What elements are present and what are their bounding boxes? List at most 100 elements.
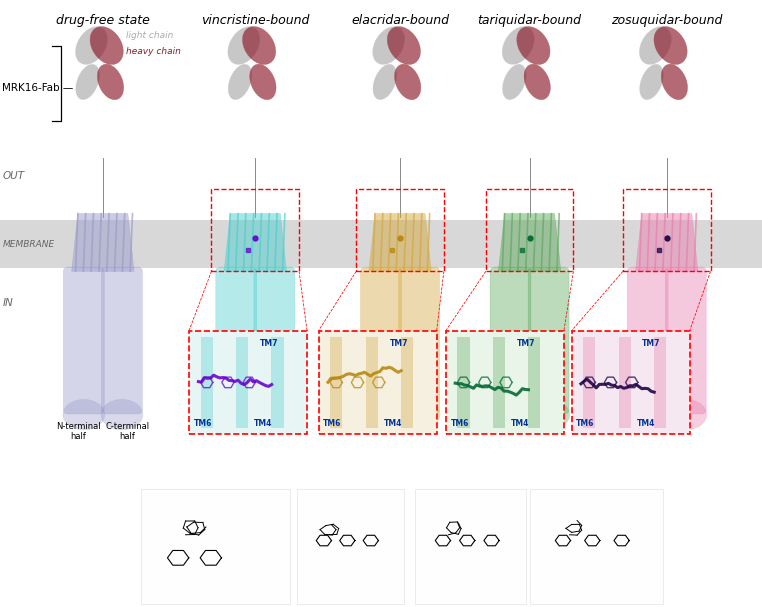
- Bar: [401, 337, 413, 428]
- Polygon shape: [369, 214, 431, 271]
- Text: N-terminal
half: N-terminal half: [56, 422, 101, 441]
- Bar: [572, 331, 690, 434]
- Text: C-terminal
half: C-terminal half: [105, 422, 149, 441]
- Text: elacridar-bound: elacridar-bound: [351, 14, 449, 27]
- FancyBboxPatch shape: [528, 267, 569, 414]
- Ellipse shape: [395, 64, 421, 100]
- FancyBboxPatch shape: [254, 267, 295, 414]
- Text: zosuquidar-bound: zosuquidar-bound: [611, 14, 722, 27]
- Bar: [415, 489, 526, 604]
- Text: TM7: TM7: [260, 339, 278, 348]
- Bar: [357, 189, 443, 271]
- Bar: [200, 337, 213, 428]
- Ellipse shape: [242, 27, 276, 64]
- Ellipse shape: [373, 64, 397, 100]
- FancyBboxPatch shape: [360, 267, 402, 414]
- Polygon shape: [72, 214, 134, 271]
- FancyBboxPatch shape: [490, 267, 531, 414]
- FancyBboxPatch shape: [63, 267, 104, 414]
- Bar: [528, 337, 540, 428]
- Bar: [189, 331, 307, 434]
- Text: MEMBRANE: MEMBRANE: [2, 240, 55, 248]
- Ellipse shape: [215, 399, 258, 430]
- Bar: [623, 189, 711, 271]
- Bar: [141, 489, 290, 604]
- Bar: [583, 337, 595, 428]
- Bar: [457, 337, 469, 428]
- Bar: [319, 331, 437, 434]
- Ellipse shape: [639, 27, 671, 64]
- Text: TM6: TM6: [450, 419, 469, 428]
- Ellipse shape: [373, 27, 405, 64]
- Ellipse shape: [524, 64, 550, 100]
- Bar: [297, 489, 404, 604]
- Ellipse shape: [98, 64, 123, 100]
- Polygon shape: [224, 214, 287, 271]
- Polygon shape: [636, 214, 698, 271]
- FancyBboxPatch shape: [399, 267, 440, 414]
- Text: TM6: TM6: [323, 419, 341, 428]
- Bar: [366, 337, 378, 428]
- Text: TM4: TM4: [254, 419, 272, 428]
- Bar: [236, 337, 248, 428]
- Text: TM7: TM7: [517, 339, 535, 348]
- Text: vinblastine R=: vinblastine R=: [181, 589, 236, 598]
- Text: OUT: OUT: [2, 171, 24, 181]
- Polygon shape: [498, 214, 561, 271]
- Text: light chain: light chain: [126, 31, 173, 39]
- Text: TM4: TM4: [636, 419, 655, 428]
- Ellipse shape: [664, 399, 707, 430]
- Ellipse shape: [228, 27, 260, 64]
- Bar: [446, 331, 564, 434]
- FancyBboxPatch shape: [216, 267, 257, 414]
- Text: R=: R=: [240, 580, 251, 588]
- Text: TM4: TM4: [511, 419, 529, 428]
- Bar: [319, 331, 437, 434]
- Text: heavy chain: heavy chain: [126, 47, 181, 56]
- Text: IN: IN: [2, 299, 13, 308]
- Bar: [619, 337, 631, 428]
- Bar: [654, 337, 666, 428]
- Ellipse shape: [101, 399, 143, 430]
- Text: vincristine R=: vincristine R=: [181, 580, 235, 588]
- Bar: [530, 489, 663, 604]
- Text: tariquidar-bound: tariquidar-bound: [478, 14, 581, 27]
- Bar: [486, 189, 573, 271]
- Ellipse shape: [75, 27, 107, 64]
- Bar: [572, 331, 690, 434]
- Text: TM7: TM7: [642, 339, 661, 348]
- Ellipse shape: [62, 399, 105, 430]
- Ellipse shape: [360, 399, 402, 430]
- Text: TM4: TM4: [383, 419, 402, 428]
- Text: vincristine-bound: vincristine-bound: [201, 14, 309, 27]
- Bar: [330, 337, 342, 428]
- Ellipse shape: [502, 64, 527, 100]
- Bar: [189, 331, 307, 434]
- Text: TM6: TM6: [576, 419, 594, 428]
- Ellipse shape: [639, 64, 664, 100]
- Ellipse shape: [517, 27, 550, 64]
- Bar: [493, 337, 505, 428]
- Text: TM7: TM7: [389, 339, 408, 348]
- Ellipse shape: [661, 64, 687, 100]
- Ellipse shape: [654, 27, 687, 64]
- Ellipse shape: [250, 64, 276, 100]
- Text: TM6: TM6: [194, 419, 212, 428]
- Bar: [212, 189, 299, 271]
- FancyBboxPatch shape: [665, 267, 706, 414]
- FancyBboxPatch shape: [627, 267, 668, 414]
- Ellipse shape: [387, 27, 421, 64]
- Ellipse shape: [228, 64, 252, 100]
- Ellipse shape: [75, 64, 100, 100]
- Ellipse shape: [253, 399, 296, 430]
- Ellipse shape: [489, 399, 532, 430]
- Ellipse shape: [527, 399, 570, 430]
- Text: drug-free state: drug-free state: [56, 14, 150, 27]
- Text: MRK16-Fab —: MRK16-Fab —: [2, 83, 74, 93]
- FancyBboxPatch shape: [101, 267, 142, 414]
- Ellipse shape: [398, 399, 440, 430]
- Bar: [0, 220, 762, 268]
- Bar: [446, 331, 564, 434]
- Ellipse shape: [90, 27, 123, 64]
- Bar: [271, 337, 283, 428]
